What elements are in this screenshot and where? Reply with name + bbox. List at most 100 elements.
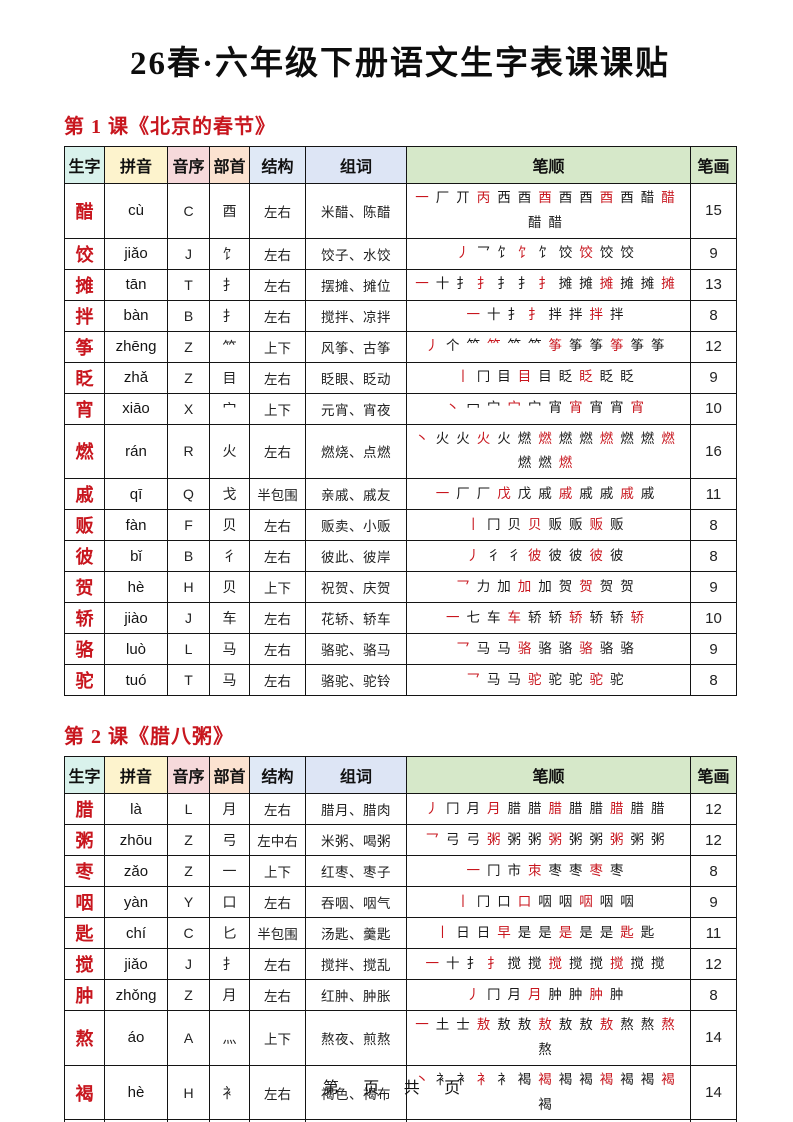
radical-cell: 弓	[209, 824, 250, 857]
strokes-cell: 乛马马驼驼驼驼驼	[406, 664, 691, 697]
lesson-2-section: 第 2 课《腊八粥》 生字 拼音 音序 部首 结构 组词 笔顺 笔画 腊 là L 月左右 腊月、腊肉…	[64, 720, 737, 1122]
table-row: 枣 zǎo Z 一上下 红枣、枣子一冂市朿枣枣枣枣 8	[64, 855, 737, 888]
stroke-count-cell: 9	[690, 237, 737, 270]
stroke-step: 肿	[548, 986, 563, 1002]
stroke-step: 腊	[569, 800, 583, 816]
stroke-step: 拌	[569, 307, 583, 323]
stroke-step: 燃	[620, 430, 634, 446]
table-row: 缸gāngG缶左右水缸、米缸丿一午缶缶缶缸缸缸9	[64, 1119, 737, 1122]
stroke-step: 摊	[599, 276, 614, 292]
stroke-step: 酉	[599, 190, 614, 205]
strokes-cell: 一土士敖敖敖敖敖敖敖熬熬熬熬	[406, 1010, 691, 1066]
column-header: 生字	[64, 146, 105, 184]
words-cell: 花轿、轿车	[305, 602, 407, 635]
stroke-step: 丨	[456, 893, 470, 909]
stroke-step: 贺	[599, 578, 614, 594]
stroke-step: 车	[487, 609, 501, 625]
stroke-step: 扌	[517, 276, 532, 292]
stroke-step: 十	[435, 276, 450, 292]
stroke-step: 戚	[620, 485, 634, 501]
stroke-step: 冖	[466, 400, 481, 416]
stroke-step: 扌	[487, 955, 501, 971]
words-cell: 骆驼、驼铃	[305, 664, 407, 697]
column-header: 笔顺	[406, 756, 691, 795]
char-cell: 戚	[64, 478, 105, 511]
stroke-step: 燃	[599, 430, 614, 446]
stroke-step: 早	[497, 924, 511, 940]
stroke-step: 丙	[476, 190, 491, 205]
stroke-step: 冂	[476, 369, 491, 385]
stroke-step: 宀	[528, 400, 542, 416]
stroke-step: 咽	[620, 893, 634, 909]
column-header: 生字	[64, 756, 105, 795]
table-row: 肿 zhǒng Z 月左右 红肿、肿胀丿冂月月肿肿肿肿 8	[64, 979, 737, 1012]
stroke-step: 火	[497, 430, 511, 446]
stroke-step: 宵	[569, 400, 583, 416]
radical-cell: 酉	[209, 183, 250, 239]
pinyin-cell: fàn	[104, 509, 168, 542]
words-cell: 腊月、腊肉	[305, 793, 407, 826]
column-header: 拼音	[104, 756, 168, 795]
radical-cell: 月	[209, 979, 250, 1012]
pinyin-cell: là	[104, 793, 168, 826]
stroke-step: 日	[456, 924, 470, 940]
radical-cell: 彳	[209, 540, 250, 573]
stroke-count-cell: 11	[690, 917, 737, 950]
pinyin-cell: zhǎ	[104, 361, 168, 394]
stroke-step: 扌	[538, 276, 552, 292]
stroke-step: 衤	[476, 1071, 491, 1087]
table-body: 醋 cù C 酉左右 米醋、陈醋一厂丌丙西酉酉酉酉酉酉醋醋醋醋 15 饺 jiǎo J 饣左右 饺子…	[64, 183, 737, 697]
table-row: 贺 hè H 贝上下 祝贺、庆贺乛力加加加贺贺贺贺 9	[64, 571, 737, 604]
stroke-step: 驼	[548, 671, 563, 687]
structure-cell: 上下	[249, 855, 306, 888]
stroke-step: 熬	[661, 1017, 675, 1033]
stroke-step: 目	[517, 369, 532, 385]
stroke-count-cell: 9	[690, 1119, 737, 1122]
pinyin-cell: zǎo	[104, 855, 168, 888]
stroke-count-cell: 9	[690, 633, 737, 666]
stroke-step: 加	[497, 578, 511, 594]
stroke-step: 贺	[558, 578, 573, 594]
vocab-table: 生字 拼音 音序 部首 结构 组词 笔顺 笔画 腊 là L 月左右 腊月、腊肉丿冂月月腊腊腊腊腊腊腊…	[64, 756, 737, 1122]
stroke-step: 乛	[476, 245, 491, 261]
radical-cell: 马	[209, 664, 250, 697]
pinyin-cell: qī	[104, 478, 168, 511]
structure-cell: 左右	[249, 237, 306, 270]
stroke-step: 腊	[528, 800, 542, 816]
stroke-step: 腊	[651, 800, 665, 816]
stroke-step: 丶	[415, 430, 429, 446]
column-header: 音序	[167, 146, 210, 184]
words-cell: 红枣、枣子	[305, 855, 407, 888]
words-cell: 祝贺、庆贺	[305, 571, 407, 604]
structure-cell: 左右	[249, 540, 306, 573]
stroke-step: 搅	[651, 955, 665, 971]
column-header: 结构	[249, 756, 306, 795]
stroke-step: 火	[476, 430, 491, 446]
strokes-cell: 一十扌扌搅搅搅搅搅搅搅搅	[406, 948, 691, 981]
stroke-step: 褐	[538, 1071, 552, 1087]
stroke-count-cell: 9	[690, 571, 737, 604]
stroke-step: 驼	[528, 671, 542, 687]
table-row: 眨 zhǎ Z 目左右 眨眼、眨动丨冂目目目眨眨眨眨 9	[64, 361, 737, 394]
strokes-cell: 丶冖宀宀宀宵宵宵宵宵	[406, 392, 691, 425]
stroke-step: 敖	[599, 1017, 614, 1033]
vocab-table: 生字 拼音 音序 部首 结构 组词 笔顺 笔画 醋 cù C 酉左右 米醋、陈醋一厂丌丙西酉酉酉酉酉酉…	[64, 146, 737, 697]
pinyin-cell: hè	[104, 571, 168, 604]
stroke-step: 十	[446, 955, 460, 971]
stroke-step: 驼	[569, 671, 583, 687]
structure-cell: 左右	[249, 793, 306, 826]
initial-cell: Z	[167, 330, 210, 363]
strokes-cell: 一冂市朿枣枣枣枣	[406, 855, 691, 888]
radical-cell: 一	[209, 855, 250, 888]
stroke-step: 熬	[620, 1017, 634, 1033]
stroke-step: 丿	[425, 800, 440, 816]
strokes-cell: 丿个⺮⺮⺮⺮筝筝筝筝筝筝	[406, 330, 691, 363]
stroke-count-cell: 15	[690, 183, 737, 239]
table-row: 腊 là L 月左右 腊月、腊肉丿冂月月腊腊腊腊腊腊腊腊 12	[64, 793, 737, 826]
stroke-count-cell: 11	[690, 478, 737, 511]
stroke-step: 弓	[446, 831, 460, 847]
char-cell: 筝	[64, 330, 105, 363]
table-row: 饺 jiǎo J 饣左右 饺子、水饺丿乛饣饣饣饺饺饺饺 9	[64, 237, 737, 270]
stroke-step: 士	[456, 1017, 470, 1033]
